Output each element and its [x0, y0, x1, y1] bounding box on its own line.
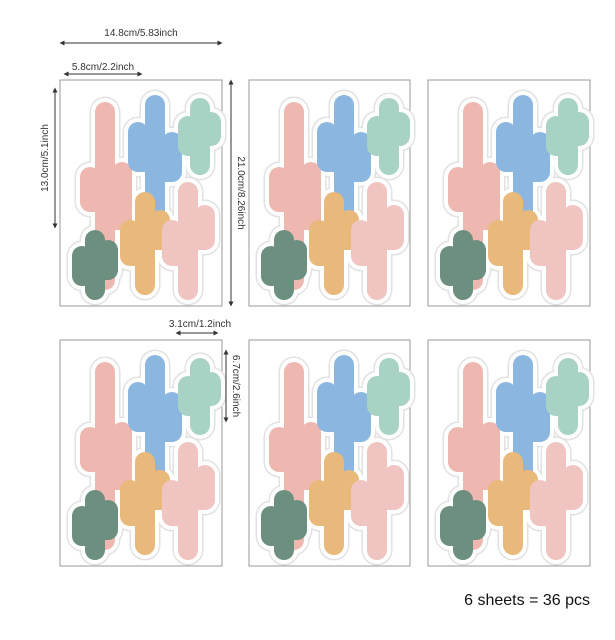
sheet [59, 79, 222, 307]
dimension-label: 13.0cm/5.1inch [40, 124, 51, 192]
sheet [59, 339, 222, 567]
sheet [427, 339, 590, 567]
sheet [248, 339, 410, 567]
dimension-label: 3.1cm/1.2inch [169, 319, 231, 330]
sheet [248, 79, 410, 307]
dimension-label: 21.0cm/8.26inch [235, 156, 246, 229]
dimension-label: 14.8cm/5.83inch [104, 28, 177, 39]
sheet [427, 79, 590, 307]
dimension-label: 6.7cm/2.6inch [230, 355, 241, 417]
caption: 6 sheets = 36 pcs [464, 592, 590, 609]
dimension-label: 5.8cm/2.2inch [72, 62, 134, 73]
